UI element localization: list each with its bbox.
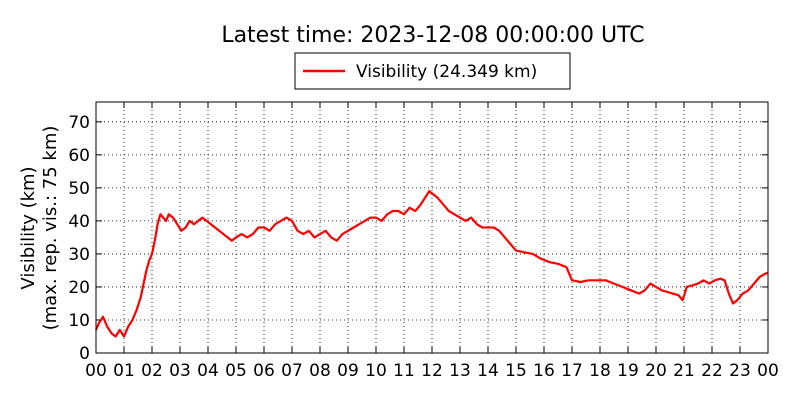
x-tick-label: 21 xyxy=(673,361,695,381)
x-axis-tick-labels: 00 01 02 03 04 05 06 07 08 09 10 11 12 13 14 15 16 17 18 19… xyxy=(85,361,779,381)
x-tick-label: 14 xyxy=(477,361,499,381)
x-tick-label: 22 xyxy=(701,361,723,381)
y-tick-label: 20 xyxy=(68,278,90,298)
axis-ticks xyxy=(95,102,769,354)
y-axis-tick-labels: 0 10 20 30 40 50 60 70 xyxy=(68,113,90,364)
y-tick-label: 70 xyxy=(68,113,90,133)
y-tick-label: 10 xyxy=(68,311,90,331)
x-tick-label: 13 xyxy=(449,361,471,381)
gridlines xyxy=(96,102,768,353)
y-tick-label: 0 xyxy=(79,344,90,364)
x-tick-label: 09 xyxy=(337,361,359,381)
y-tick-label: 60 xyxy=(68,146,90,166)
y-tick-label: 50 xyxy=(68,179,90,199)
x-tick-label: 19 xyxy=(617,361,639,381)
x-tick-label: 00 xyxy=(757,361,779,381)
y-tick-label: 30 xyxy=(68,245,90,265)
x-tick-label: 17 xyxy=(561,361,583,381)
x-tick-label: 06 xyxy=(253,361,275,381)
x-tick-label: 20 xyxy=(645,361,667,381)
x-tick-label: 07 xyxy=(281,361,303,381)
x-tick-label: 12 xyxy=(421,361,443,381)
legend: Visibility (24.349 km) xyxy=(294,52,571,90)
x-tick-label: 05 xyxy=(225,361,247,381)
legend-label: Visibility (24.349 km) xyxy=(356,62,537,82)
x-tick-label: 02 xyxy=(141,361,163,381)
x-tick-label: 23 xyxy=(729,361,751,381)
x-tick-label: 16 xyxy=(533,361,555,381)
x-tick-label: 18 xyxy=(589,361,611,381)
x-tick-label: 04 xyxy=(197,361,219,381)
x-tick-label: 08 xyxy=(309,361,331,381)
y-axis-label: Visibility (km) xyxy=(18,166,39,289)
x-tick-label: 11 xyxy=(393,361,415,381)
plot-frame xyxy=(95,101,769,354)
x-tick-label: 03 xyxy=(169,361,191,381)
visibility-series-line xyxy=(94,190,769,338)
x-tick-label: 00 xyxy=(85,361,107,381)
x-tick-label: 01 xyxy=(113,361,135,381)
y-axis-label-secondary: (max. rep. vis.: 75 km) xyxy=(40,126,61,331)
y-tick-label: 40 xyxy=(68,212,90,232)
x-tick-label: 10 xyxy=(365,361,387,381)
chart-title: Latest time: 2023-12-08 00:00:00 UTC xyxy=(221,23,644,48)
x-tick-label: 15 xyxy=(505,361,527,381)
